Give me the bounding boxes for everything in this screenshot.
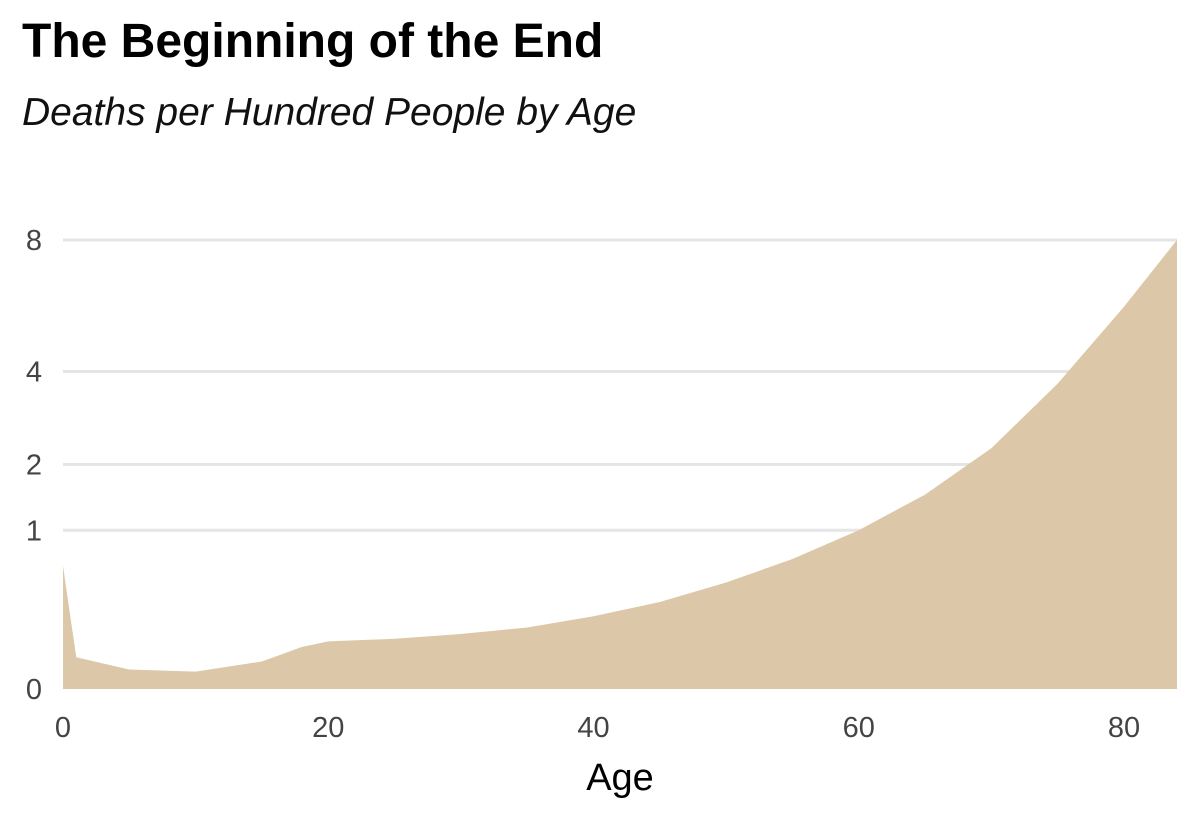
x-tick-label-80: 80: [1108, 712, 1140, 744]
x-tick-label-20: 20: [312, 712, 344, 744]
chart-title: The Beginning of the End: [22, 15, 604, 68]
y-axis-ticks: 0 1 2 4 8: [26, 225, 42, 706]
y-tick-label-1: 1: [26, 515, 42, 547]
chart-subtitle: Deaths per Hundred People by Age: [22, 91, 637, 134]
y-tick-label-8: 8: [26, 225, 42, 257]
y-tick-label-0: 0: [26, 674, 42, 706]
deaths-area: [63, 240, 1177, 689]
y-tick-label-2: 2: [26, 450, 42, 482]
x-axis-title: Age: [586, 757, 654, 799]
x-tick-label-40: 40: [577, 712, 609, 744]
area-layer: [63, 240, 1177, 689]
x-axis-ticks: 0 20 40 60 80: [55, 712, 1140, 744]
x-tick-label-0: 0: [55, 712, 71, 744]
y-tick-label-4: 4: [26, 357, 42, 389]
x-tick-label-60: 60: [843, 712, 875, 744]
